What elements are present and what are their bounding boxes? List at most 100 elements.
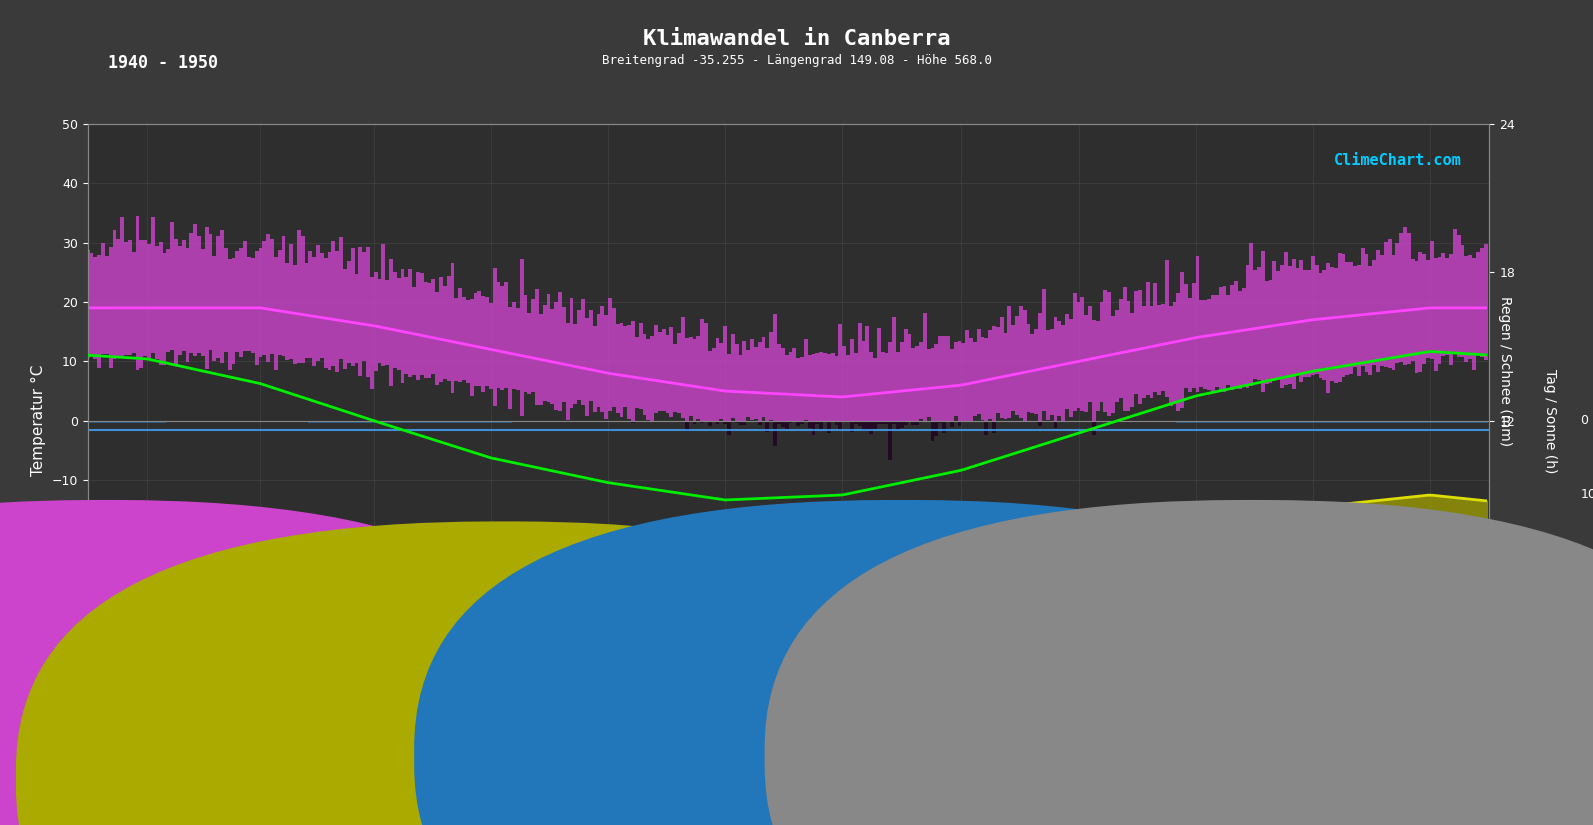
Bar <box>1380 500 1384 718</box>
Bar <box>1365 421 1368 422</box>
Bar <box>336 549 339 718</box>
Bar <box>742 618 746 718</box>
Bar <box>938 597 941 718</box>
Bar <box>239 528 244 718</box>
Bar <box>304 263 309 357</box>
Bar <box>1115 421 1118 422</box>
Bar <box>789 616 792 718</box>
Bar <box>1241 288 1246 386</box>
Bar <box>577 310 581 399</box>
Bar <box>1254 271 1257 380</box>
Bar <box>1050 329 1053 416</box>
Bar <box>581 601 585 718</box>
Bar <box>1188 299 1192 392</box>
Bar <box>1392 255 1395 370</box>
Bar <box>86 501 89 718</box>
Bar <box>473 578 478 718</box>
Bar <box>1265 421 1268 422</box>
Bar <box>881 421 884 422</box>
Bar <box>1407 421 1411 422</box>
Bar <box>911 421 916 426</box>
Bar <box>712 618 715 718</box>
Bar <box>1238 523 1241 718</box>
Bar <box>992 421 996 422</box>
Bar <box>785 421 789 422</box>
Bar <box>1469 255 1472 359</box>
Text: Regen (mm): Regen (mm) <box>892 730 978 743</box>
Bar <box>1023 310 1026 421</box>
Bar <box>1026 324 1031 412</box>
Text: 20: 20 <box>1580 563 1593 576</box>
Bar <box>266 234 271 361</box>
Bar <box>454 299 459 381</box>
Bar <box>135 216 140 370</box>
Bar <box>331 421 336 422</box>
Bar <box>132 506 135 718</box>
Bar <box>1365 253 1368 372</box>
Bar <box>263 421 266 422</box>
Bar <box>1303 421 1306 422</box>
Bar <box>650 611 655 718</box>
Bar <box>1177 293 1180 411</box>
Bar <box>796 615 800 718</box>
Bar <box>573 600 577 718</box>
Bar <box>688 615 693 718</box>
Bar <box>1177 421 1180 422</box>
Bar <box>862 342 865 421</box>
Bar <box>1157 305 1161 395</box>
Bar <box>1137 544 1142 718</box>
Bar <box>147 421 151 422</box>
Bar <box>1012 578 1015 718</box>
Bar <box>323 258 328 368</box>
Bar <box>946 596 949 718</box>
Bar <box>851 421 854 432</box>
Bar <box>1150 306 1153 398</box>
Bar <box>1327 421 1330 422</box>
Bar <box>1184 421 1188 422</box>
Bar <box>440 571 443 718</box>
Bar <box>642 334 647 415</box>
Bar <box>726 355 731 421</box>
Bar <box>1200 421 1203 422</box>
Bar <box>570 599 573 718</box>
Bar <box>1031 334 1034 412</box>
Bar <box>355 553 358 718</box>
Bar <box>293 421 296 422</box>
Bar <box>301 541 304 718</box>
Bar <box>761 617 766 718</box>
Bar <box>551 309 554 404</box>
Bar <box>342 421 347 422</box>
Bar <box>554 596 558 718</box>
Bar <box>100 421 105 422</box>
Bar <box>309 251 312 358</box>
Bar <box>773 616 777 718</box>
Bar <box>1268 421 1273 422</box>
Bar <box>1284 513 1287 718</box>
Bar <box>1091 421 1096 436</box>
Bar <box>1061 325 1066 421</box>
Bar <box>1053 421 1058 422</box>
Bar <box>892 317 897 421</box>
Bar <box>1458 498 1461 718</box>
Bar <box>478 291 481 386</box>
Bar <box>1437 257 1442 364</box>
Bar <box>669 327 674 417</box>
Bar <box>639 421 642 422</box>
Bar <box>984 421 988 422</box>
Bar <box>535 421 538 422</box>
Bar <box>1058 321 1061 416</box>
Bar <box>1230 421 1235 422</box>
Bar <box>1153 421 1157 422</box>
Bar <box>205 227 209 370</box>
Bar <box>1268 280 1273 384</box>
Bar <box>988 330 992 418</box>
Bar <box>178 246 182 356</box>
Bar <box>182 240 185 351</box>
Bar <box>604 421 609 422</box>
Bar <box>946 336 949 421</box>
Bar <box>1203 421 1207 422</box>
Bar <box>94 257 97 359</box>
Bar <box>758 617 761 718</box>
Bar <box>312 257 315 365</box>
Bar <box>178 421 182 422</box>
